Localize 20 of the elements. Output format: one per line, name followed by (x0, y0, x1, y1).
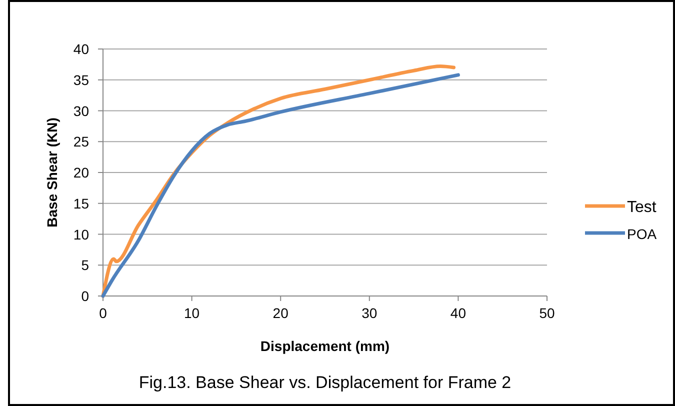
x-tick-label: 0 (99, 305, 108, 321)
legend-label: Test (627, 199, 657, 216)
caption: Fig.13. Base Shear vs. Displacement for Frame 2 (138, 373, 512, 392)
x-tick-label: 30 (362, 305, 378, 321)
y-tick-label: 25 (73, 134, 90, 150)
y-tick-label: 20 (73, 164, 90, 180)
y-tick-label: 30 (73, 102, 90, 119)
x-tick-label: 10 (184, 305, 200, 321)
legend-label: POA (627, 226, 658, 242)
x-axis-title: Displacement (mm) (260, 338, 390, 354)
y-tick-label: 10 (73, 226, 90, 242)
y-tick-label: 5 (81, 257, 90, 274)
x-tick-label: 50 (539, 305, 555, 321)
y-tick-label: 40 (73, 41, 90, 57)
y-axis-title: Base Shear (KN) (44, 118, 60, 228)
y-tick-label: 15 (73, 195, 90, 212)
x-tick-label: 40 (450, 305, 466, 321)
y-tick-label: 35 (73, 72, 90, 88)
y-tick-label: 0 (81, 288, 90, 304)
x-tick-label: 20 (272, 305, 289, 321)
